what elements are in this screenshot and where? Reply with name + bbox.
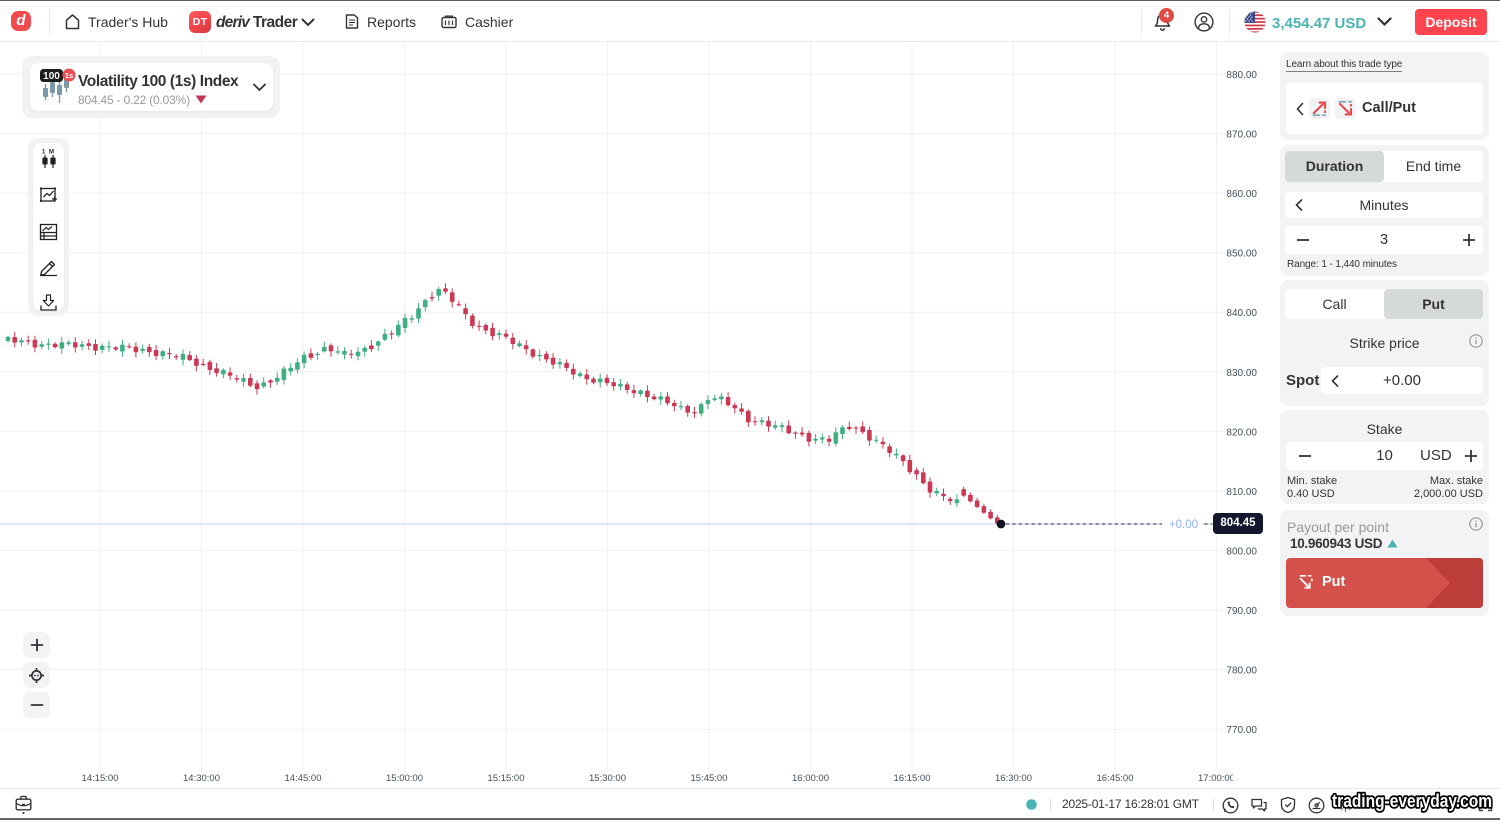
svg-text:100: 100: [43, 71, 60, 82]
svg-text:16:30:00: 16:30:00: [995, 773, 1032, 784]
svg-text:870.00: 870.00: [1226, 130, 1257, 141]
svg-text:800.00: 800.00: [1226, 547, 1257, 558]
svg-text:790.00: 790.00: [1226, 606, 1257, 617]
svg-text:840.00: 840.00: [1226, 308, 1257, 319]
svg-text:+0.00: +0.00: [1169, 519, 1198, 531]
svg-text:1 M: 1 M: [42, 150, 55, 156]
svg-text:14:30:00: 14:30:00: [183, 773, 220, 784]
svg-text:16:45:00: 16:45:00: [1097, 773, 1134, 784]
svg-text:16:15:00: 16:15:00: [894, 773, 931, 784]
svg-text:880.00: 880.00: [1226, 70, 1257, 81]
svg-text:820.00: 820.00: [1226, 427, 1257, 438]
svg-text:1s: 1s: [65, 71, 73, 80]
svg-text:14:45:00: 14:45:00: [285, 773, 322, 784]
svg-text:trading-everyday.com: trading-everyday.com: [1332, 791, 1492, 811]
svg-text:810.00: 810.00: [1226, 487, 1257, 498]
svg-text:15:00:00: 15:00:00: [386, 773, 423, 784]
svg-text:15:45:00: 15:45:00: [691, 773, 728, 784]
svg-text:16:00:00: 16:00:00: [792, 773, 829, 784]
svg-text:17:00:00: 17:00:00: [1198, 773, 1235, 784]
svg-text:860.00: 860.00: [1226, 189, 1257, 200]
svg-text:780.00: 780.00: [1226, 666, 1257, 677]
svg-text:850.00: 850.00: [1226, 249, 1257, 260]
svg-text:770.00: 770.00: [1226, 725, 1257, 736]
svg-text:15:15:00: 15:15:00: [488, 773, 525, 784]
svg-text:830.00: 830.00: [1226, 368, 1257, 379]
svg-text:15:30:00: 15:30:00: [589, 773, 626, 784]
svg-text:14:15:00: 14:15:00: [82, 773, 119, 784]
